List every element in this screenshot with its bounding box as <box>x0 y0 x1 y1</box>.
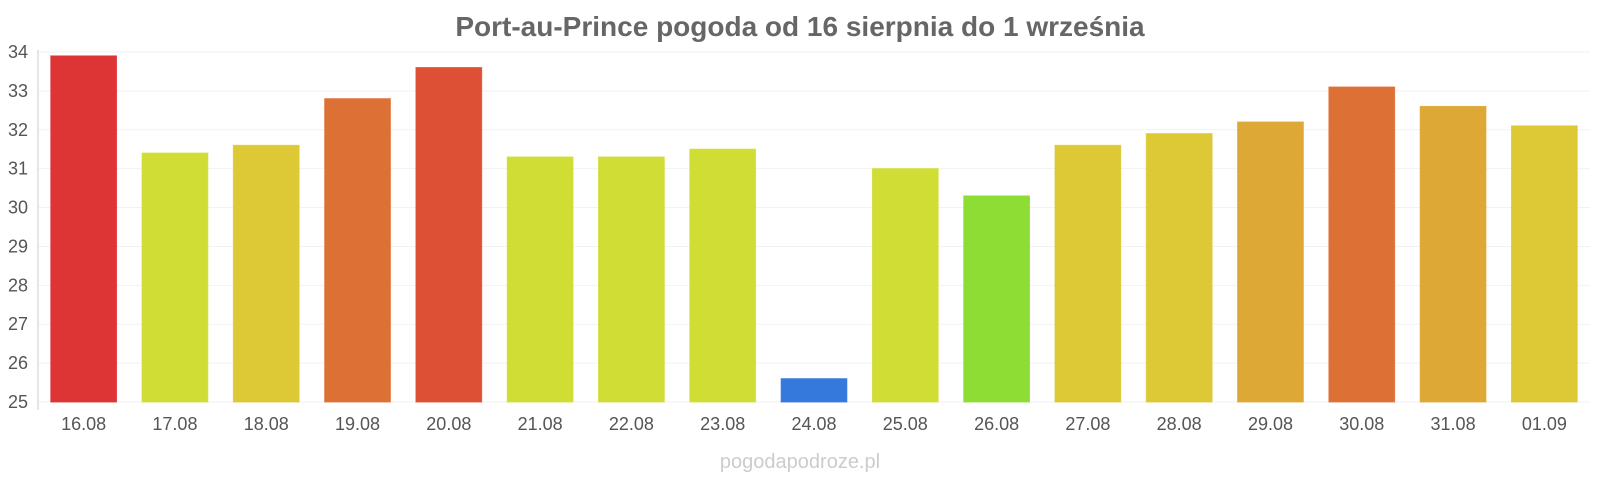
y-tick-label: 27 <box>8 314 28 334</box>
x-tick-label: 21.08 <box>518 414 563 434</box>
y-tick-label: 33 <box>8 81 28 101</box>
x-tick-label: 23.08 <box>700 414 745 434</box>
bar-01.09 <box>1510 125 1578 403</box>
bar-23.08 <box>689 148 757 403</box>
bar-20.08 <box>415 67 483 403</box>
bar-22.08 <box>598 156 665 403</box>
bar-29.08 <box>1237 121 1304 403</box>
x-tick-label: 20.08 <box>426 414 471 434</box>
bars <box>50 55 1578 403</box>
bar-24.08 <box>780 378 848 403</box>
x-axis-ticks: 16.08 17.08 18.08 19.08 20.08 21.08 22.08 23.08… <box>61 414 1567 434</box>
y-tick-label: 26 <box>8 353 28 373</box>
bar-19.08 <box>324 98 391 403</box>
bar-31.08 <box>1419 105 1487 403</box>
bar-27.08 <box>1054 144 1122 403</box>
x-tick-label: 27.08 <box>1065 414 1110 434</box>
x-tick-label: 31.08 <box>1431 414 1476 434</box>
y-tick-label: 32 <box>8 120 28 140</box>
bar-30.08 <box>1328 86 1396 403</box>
chart-title: Port-au-Prince pogoda od 16 sierpnia do … <box>455 11 1145 42</box>
y-axis-ticks: 25 26 27 28 29 30 31 32 33 34 <box>8 42 28 412</box>
x-tick-label: 16.08 <box>61 414 106 434</box>
bar-28.08 <box>1145 133 1213 403</box>
y-tick-label: 29 <box>8 236 28 256</box>
watermark: pogodapodroze.pl <box>720 451 880 473</box>
x-tick-label: 25.08 <box>883 414 928 434</box>
y-tick-label: 28 <box>8 275 28 295</box>
bar-18.08 <box>232 144 300 403</box>
bar-25.08 <box>871 168 939 403</box>
bar-21.08 <box>506 156 574 403</box>
x-tick-label: 28.08 <box>1157 414 1202 434</box>
x-tick-label: 30.08 <box>1339 414 1384 434</box>
x-tick-label: 29.08 <box>1248 414 1293 434</box>
x-tick-label: 01.09 <box>1522 414 1567 434</box>
x-tick-label: 19.08 <box>335 414 380 434</box>
x-tick-label: 22.08 <box>609 414 654 434</box>
bar-16.08 <box>50 55 118 403</box>
x-tick-label: 18.08 <box>244 414 289 434</box>
y-tick-label: 30 <box>8 198 28 218</box>
y-tick-label: 31 <box>8 159 28 179</box>
x-tick-label: 26.08 <box>974 414 1019 434</box>
x-tick-label: 17.08 <box>152 414 197 434</box>
bar-26.08 <box>963 195 1030 403</box>
x-tick-label: 24.08 <box>791 414 836 434</box>
bar-17.08 <box>141 152 209 403</box>
y-tick-label: 34 <box>8 42 28 62</box>
y-tick-label: 25 <box>8 392 28 412</box>
